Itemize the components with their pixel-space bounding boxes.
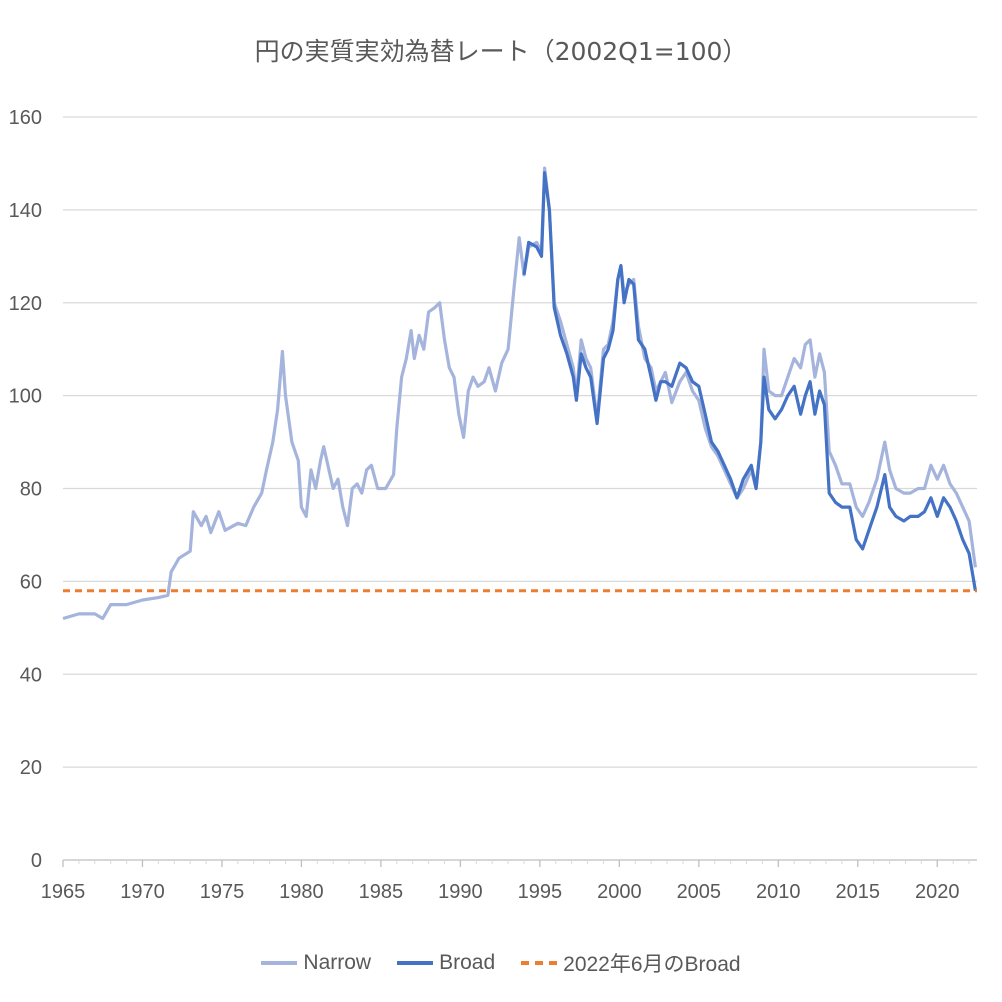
x-tick-label: 1990	[438, 881, 483, 903]
x-tick-label: 2010	[756, 881, 801, 903]
x-tick-label: 1965	[41, 881, 86, 903]
series-line-narrow	[62, 166, 977, 621]
x-tick-label: 2000	[597, 881, 642, 903]
x-tick-label: 2015	[836, 881, 881, 903]
legend-swatch-reference	[521, 961, 558, 965]
legend-label: Broad	[439, 951, 496, 974]
x-tick-label: 2005	[677, 881, 722, 903]
y-tick-label: 60	[20, 571, 42, 593]
series-line-broad	[522, 171, 977, 591]
y-tick-label: 100	[9, 386, 42, 408]
legend-item-broad: Broad	[397, 948, 495, 978]
legend-item-reference: 2022年6月のBroad	[521, 948, 741, 978]
y-tick-label: 20	[20, 757, 42, 779]
x-tick-label: 1980	[279, 881, 324, 903]
x-tick-label: 1995	[518, 881, 563, 903]
legend: Narrow Broad 2022年6月のBroad	[0, 948, 1002, 978]
x-tick-label: 1970	[120, 881, 165, 903]
y-tick-label: 140	[9, 200, 42, 222]
x-tick-label: 2020	[915, 881, 960, 903]
y-tick-label: 120	[9, 293, 42, 315]
x-tick-label: 1985	[359, 881, 404, 903]
legend-label: 2022年6月のBroad	[563, 953, 741, 976]
x-tick-label: 1975	[200, 881, 245, 903]
y-tick-label: 40	[20, 664, 42, 686]
legend-swatch-broad	[397, 961, 434, 965]
chart-title: 円の実質実効為替レート（2002Q1=100）	[254, 37, 748, 66]
legend-item-narrow: Narrow	[261, 948, 371, 978]
y-tick-label: 160	[9, 107, 42, 129]
legend-swatch-narrow	[261, 961, 298, 965]
legend-label: Narrow	[303, 951, 372, 974]
y-tick-label: 80	[20, 479, 42, 501]
y-tick-label: 0	[31, 850, 42, 872]
